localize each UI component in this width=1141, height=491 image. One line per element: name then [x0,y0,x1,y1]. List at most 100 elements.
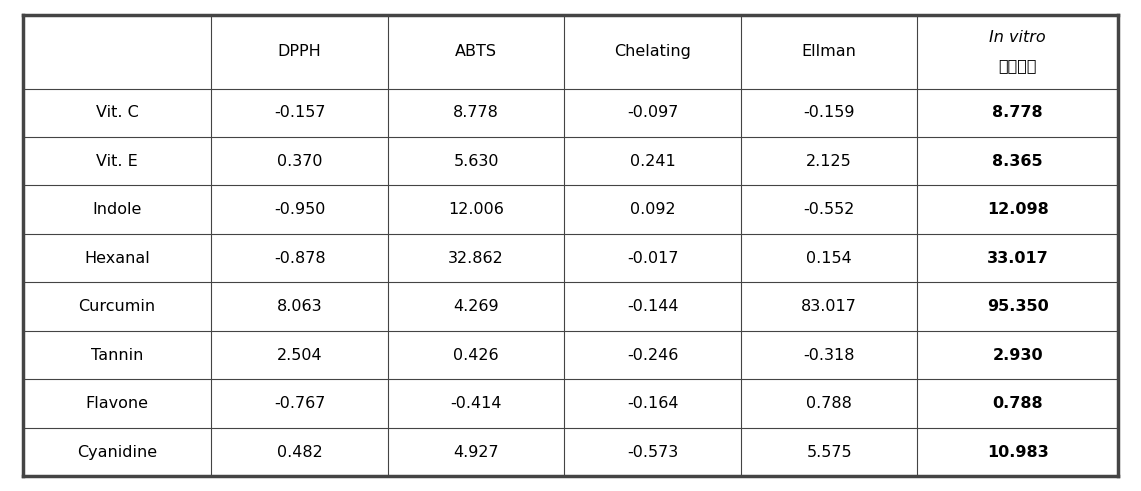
Text: 83.017: 83.017 [801,299,857,314]
Text: 4.927: 4.927 [453,444,499,460]
Text: 8.365: 8.365 [993,154,1043,169]
Bar [741,186,917,234]
Bar [917,428,1118,476]
Bar [917,331,1118,380]
Text: In vitro: In vitro [989,30,1046,45]
Bar [23,137,211,186]
Bar [917,88,1118,137]
Text: -0.878: -0.878 [274,251,325,266]
Text: -0.246: -0.246 [626,348,679,363]
Text: 4.269: 4.269 [453,299,499,314]
Bar [23,428,211,476]
Text: -0.097: -0.097 [626,105,679,120]
Text: 2.125: 2.125 [807,154,852,169]
Bar [211,234,388,282]
Bar [211,282,388,331]
Text: 0.370: 0.370 [277,154,323,169]
Text: -0.144: -0.144 [626,299,679,314]
Bar [741,137,917,186]
Text: 0.426: 0.426 [453,348,499,363]
Text: 0.482: 0.482 [277,444,323,460]
Text: -0.573: -0.573 [628,444,678,460]
Text: -0.950: -0.950 [274,202,325,217]
Bar [565,331,741,380]
Text: -0.157: -0.157 [274,105,325,120]
Bar [23,186,211,234]
Bar [23,88,211,137]
Bar [917,282,1118,331]
Bar [917,15,1118,88]
Text: 0.154: 0.154 [807,251,852,266]
Text: -0.767: -0.767 [274,396,325,411]
Bar [211,137,388,186]
Text: 12.098: 12.098 [987,202,1049,217]
Text: Curcumin: Curcumin [79,299,155,314]
Text: Hexanal: Hexanal [84,251,149,266]
Text: 0.788: 0.788 [993,396,1043,411]
Text: Cyanidine: Cyanidine [78,444,157,460]
Bar [565,282,741,331]
Text: 항산화능: 항산화능 [998,58,1037,73]
Text: DPPH: DPPH [277,44,322,59]
Bar [211,428,388,476]
Bar [741,428,917,476]
Text: 0.241: 0.241 [630,154,675,169]
Text: Vit. C: Vit. C [96,105,138,120]
Bar [211,15,388,88]
Text: Tannin: Tannin [91,348,144,363]
Bar [917,137,1118,186]
Text: 10.983: 10.983 [987,444,1049,460]
Bar [211,88,388,137]
Text: 12.006: 12.006 [448,202,504,217]
Text: 8.778: 8.778 [993,105,1043,120]
Bar [388,331,565,380]
Bar [741,15,917,88]
Text: ABTS: ABTS [455,44,497,59]
Text: 32.862: 32.862 [448,251,504,266]
Text: 8.063: 8.063 [277,299,323,314]
Bar [565,428,741,476]
Bar [388,428,565,476]
Text: -0.414: -0.414 [451,396,502,411]
Text: 0.788: 0.788 [807,396,852,411]
Bar [23,282,211,331]
Bar [23,380,211,428]
Bar [565,137,741,186]
Bar [565,15,741,88]
Bar [23,331,211,380]
Bar [565,234,741,282]
Text: Vit. E: Vit. E [96,154,138,169]
Bar [211,380,388,428]
Text: -0.552: -0.552 [803,202,855,217]
Bar [741,380,917,428]
Bar [388,234,565,282]
Bar [388,186,565,234]
Text: 8.778: 8.778 [453,105,499,120]
Text: 33.017: 33.017 [987,251,1049,266]
Text: Flavone: Flavone [86,396,148,411]
Bar [917,234,1118,282]
Bar [388,282,565,331]
Bar [23,234,211,282]
Bar [741,234,917,282]
Text: -0.318: -0.318 [803,348,855,363]
Text: 5.575: 5.575 [807,444,852,460]
Bar [388,88,565,137]
Text: 0.092: 0.092 [630,202,675,217]
Text: 2.930: 2.930 [993,348,1043,363]
Bar [388,380,565,428]
Text: 2.504: 2.504 [277,348,323,363]
Bar [741,331,917,380]
Bar [211,331,388,380]
Bar [741,88,917,137]
Text: Ellman: Ellman [802,44,857,59]
Text: -0.017: -0.017 [626,251,679,266]
Bar [917,186,1118,234]
Text: -0.159: -0.159 [803,105,855,120]
Bar [565,380,741,428]
Bar [388,137,565,186]
Bar [565,186,741,234]
Bar [211,186,388,234]
Bar [565,88,741,137]
Bar [388,15,565,88]
